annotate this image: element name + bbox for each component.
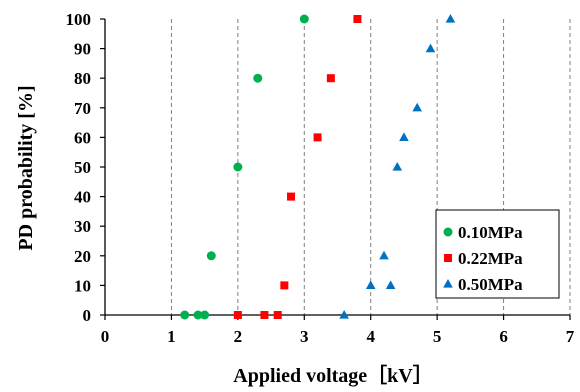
- data-point: [326, 74, 335, 83]
- x-tick-label: 1: [167, 327, 176, 346]
- data-point: [412, 102, 423, 112]
- data-point: [425, 43, 436, 53]
- data-point: [392, 162, 403, 171]
- data-point: [200, 310, 210, 320]
- y-tick-label: 50: [74, 158, 91, 177]
- data-point: [206, 251, 216, 261]
- data-point: [299, 14, 309, 24]
- x-tick-label: 6: [499, 327, 508, 346]
- data-point: [273, 311, 282, 319]
- data-point: [365, 280, 376, 289]
- legend-label: 0.50MPa: [458, 275, 523, 294]
- y-tick-label: 90: [74, 40, 91, 59]
- x-tick-label: 3: [300, 327, 309, 346]
- legend: 0.10MPa 0.22MPa 0.50MPa: [435, 209, 560, 299]
- y-tick-label: 100: [66, 10, 92, 29]
- y-tick-label: 20: [74, 247, 91, 266]
- x-tick-label: 0: [101, 327, 110, 346]
- legend-marker: [444, 254, 452, 262]
- y-axis-label: PD probability [%]: [15, 85, 37, 250]
- y-tick-label: 60: [74, 128, 91, 147]
- y-tick-label: 70: [74, 99, 91, 118]
- data-point: [379, 250, 389, 260]
- data-point: [353, 15, 362, 23]
- data-point: [260, 311, 269, 319]
- legend-marker: [443, 279, 453, 288]
- data-point: [233, 311, 242, 319]
- y-tick-label: 40: [74, 188, 91, 207]
- legend-label: 0.10MPa: [458, 223, 523, 242]
- y-tick-label: 0: [83, 306, 92, 325]
- data-point: [233, 162, 243, 172]
- x-tick-label: 5: [433, 327, 442, 346]
- tick-labels: 0 10 20 30 40 50 60 70 80 90 100 0 1 2 3 4 5 6 7: [66, 10, 575, 346]
- data-points: [180, 14, 456, 320]
- legend-label: 0.22MPa: [458, 249, 523, 268]
- data-point: [399, 132, 409, 141]
- series-0.50MPa: [339, 14, 456, 319]
- y-tick-label: 80: [74, 69, 91, 88]
- data-point: [193, 310, 203, 320]
- x-tick-label: 2: [234, 327, 243, 346]
- series-0.22MPa: [233, 15, 362, 319]
- data-point: [445, 14, 456, 23]
- data-point: [287, 192, 295, 201]
- y-tick-label: 10: [74, 276, 91, 295]
- legend-box: [435, 209, 560, 299]
- legend-marker: [443, 227, 453, 237]
- x-axis-label: Applied voltage［kV］: [233, 363, 432, 387]
- data-point: [253, 73, 263, 83]
- data-point: [313, 133, 322, 142]
- series-0.10MPa: [180, 14, 309, 320]
- y-tick-label: 30: [74, 217, 91, 236]
- data-point: [280, 281, 289, 290]
- data-point: [339, 310, 349, 319]
- data-point: [385, 280, 396, 289]
- grid: [170, 19, 571, 315]
- x-tick-label: 7: [566, 327, 575, 346]
- x-tick-label: 4: [366, 327, 375, 346]
- data-point: [180, 310, 190, 320]
